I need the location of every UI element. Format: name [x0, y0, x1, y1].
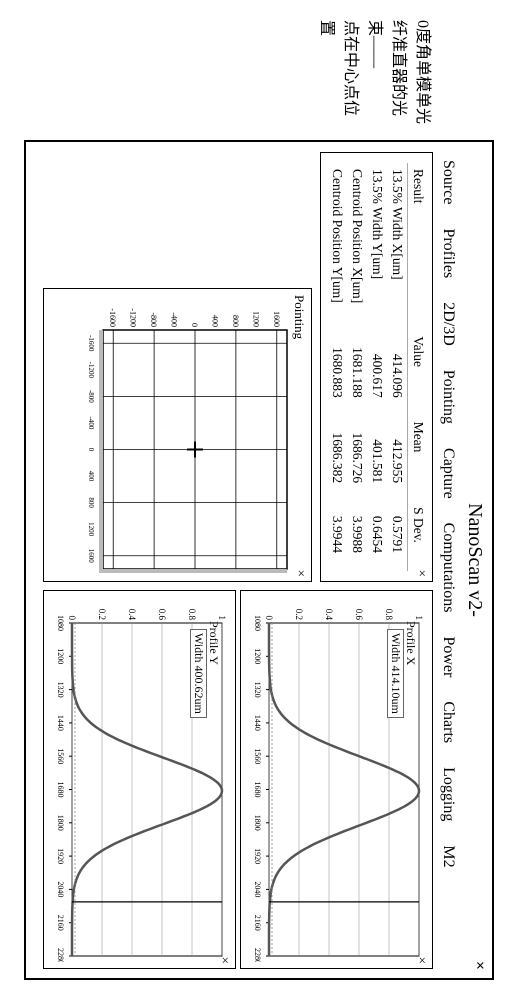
svg-text:1560: 1560 — [253, 748, 262, 764]
table-row: 13.5% Width Y[um] 400.617 401.581 0.6454 — [367, 163, 387, 571]
svg-text:2160: 2160 — [56, 915, 65, 931]
menu-charts[interactable]: Charts — [439, 701, 457, 743]
menu-capture[interactable]: Capture — [439, 448, 457, 499]
svg-text:1560: 1560 — [56, 748, 65, 764]
svg-text:1080: 1080 — [56, 615, 65, 631]
svg-text:1200: 1200 — [251, 311, 260, 327]
pointing-title: Pointing — [291, 295, 307, 575]
svg-text:-800: -800 — [87, 390, 95, 403]
svg-text:1320: 1320 — [253, 682, 262, 698]
col-sdev: S Dev. — [408, 501, 429, 571]
col-result: Result — [408, 163, 429, 330]
svg-text:800: 800 — [231, 315, 240, 327]
main-window: × NanoScan v2- Source Profiles 2D/3D Poi… — [24, 140, 494, 980]
svg-text:400: 400 — [87, 471, 95, 482]
svg-text:800: 800 — [87, 497, 95, 508]
close-icon[interactable]: × — [470, 961, 488, 970]
svg-text:-1200: -1200 — [129, 308, 138, 327]
menu-source[interactable]: Source — [439, 160, 457, 204]
svg-text:1440: 1440 — [253, 715, 262, 731]
profile-y-panel: × Profile Y Width 400.62um 0 0.2 0.4 0.6 0.8… — [43, 590, 236, 969]
svg-text:-1200: -1200 — [87, 362, 95, 379]
table-row: Centroid Position X[um] 1681.188 1686.72… — [347, 163, 367, 571]
svg-text:1080: 1080 — [253, 615, 262, 631]
app-title: NanoScan v2- — [463, 152, 486, 968]
svg-text:1920: 1920 — [253, 848, 262, 864]
col-value: Value — [408, 330, 429, 415]
menu-bar: Source Profiles 2D/3D Pointing Capture C… — [439, 152, 457, 968]
svg-text:1440: 1440 — [56, 715, 65, 731]
close-icon[interactable]: × — [293, 570, 309, 577]
svg-text:2040: 2040 — [253, 881, 262, 897]
svg-text:1: 1 — [217, 616, 227, 621]
close-icon[interactable]: × — [414, 570, 430, 577]
svg-text:1: 1 — [414, 616, 424, 621]
figure-caption: 0度角单模单光 纤准直器的光束—— 点在中心点位置 — [314, 20, 434, 130]
svg-text:2280: 2280 — [56, 948, 65, 962]
menu-logging[interactable]: Logging — [439, 767, 457, 821]
svg-text:-800: -800 — [149, 312, 158, 327]
svg-text:-400: -400 — [87, 417, 95, 430]
svg-text:1680: 1680 — [253, 782, 262, 798]
pointing-chart: -1600 -1200 -800 -400 0 400 800 1200 1600 -1600 -1… — [81, 295, 291, 575]
menu-computations[interactable]: Computations — [439, 523, 457, 613]
profile-x-panel: × Profile X Width 414.10um 0 0.2 0.4 0.6 0.8… — [240, 590, 433, 969]
svg-text:1320: 1320 — [56, 682, 65, 698]
profile-y-width-label: Width 400.62um — [190, 629, 207, 718]
svg-text:-1600: -1600 — [87, 335, 95, 352]
menu-2d3d[interactable]: 2D/3D — [439, 302, 457, 346]
svg-text:0.6: 0.6 — [157, 609, 167, 621]
close-icon[interactable]: × — [414, 957, 430, 964]
pointing-panel: × Pointing -1600 -1200 -800 -400 0 400 800 1200… — [43, 288, 312, 582]
svg-text:1200: 1200 — [56, 648, 65, 664]
menu-profiles[interactable]: Profiles — [439, 228, 457, 278]
profile-x-title: Profile X — [403, 621, 418, 665]
svg-text:1680: 1680 — [56, 782, 65, 798]
profile-x-width-label: Width 414.10um — [387, 629, 404, 718]
svg-text:0: 0 — [67, 616, 77, 621]
svg-text:1200: 1200 — [87, 522, 95, 537]
svg-text:2040: 2040 — [56, 881, 65, 897]
menu-m2[interactable]: M2 — [439, 845, 457, 867]
svg-text:0: 0 — [87, 448, 95, 452]
menu-pointing[interactable]: Pointing — [439, 370, 457, 424]
svg-text:1920: 1920 — [56, 848, 65, 864]
svg-text:0.2: 0.2 — [97, 609, 107, 620]
svg-text:0.8: 0.8 — [187, 609, 197, 621]
svg-text:0.2: 0.2 — [294, 609, 304, 620]
svg-text:400: 400 — [210, 315, 219, 327]
svg-text:1800: 1800 — [56, 815, 65, 831]
results-panel: × Result Value Mean S Dev. 13.5% Width X… — [320, 152, 433, 582]
svg-text:0: 0 — [264, 616, 274, 621]
results-table: Result Value Mean S Dev. 13.5% Width X[u… — [327, 163, 428, 571]
svg-text:-400: -400 — [170, 312, 179, 327]
svg-text:0.8: 0.8 — [384, 609, 394, 621]
svg-text:0.4: 0.4 — [127, 609, 137, 621]
svg-text:0: 0 — [190, 323, 199, 327]
svg-text:1200: 1200 — [253, 648, 262, 664]
svg-text:1600: 1600 — [272, 311, 281, 327]
profile-y-title: Profile Y — [206, 621, 221, 665]
svg-text:1600: 1600 — [87, 549, 95, 564]
svg-text:0.6: 0.6 — [354, 609, 364, 621]
table-row: Centroid Position Y[um] 1680.883 1686.38… — [327, 163, 347, 571]
col-mean: Mean — [408, 416, 429, 501]
svg-text:1800: 1800 — [253, 815, 262, 831]
menu-power[interactable]: Power — [439, 636, 457, 677]
svg-text:2280: 2280 — [253, 948, 262, 962]
svg-text:2160: 2160 — [253, 915, 262, 931]
svg-text:0.4: 0.4 — [324, 609, 334, 621]
close-icon[interactable]: × — [217, 957, 233, 964]
table-row: 13.5% Width X[um] 414.096 412.955 0.5791 — [387, 163, 408, 571]
svg-text:-1600: -1600 — [108, 308, 117, 327]
table-header-row: Result Value Mean S Dev. — [408, 163, 429, 571]
